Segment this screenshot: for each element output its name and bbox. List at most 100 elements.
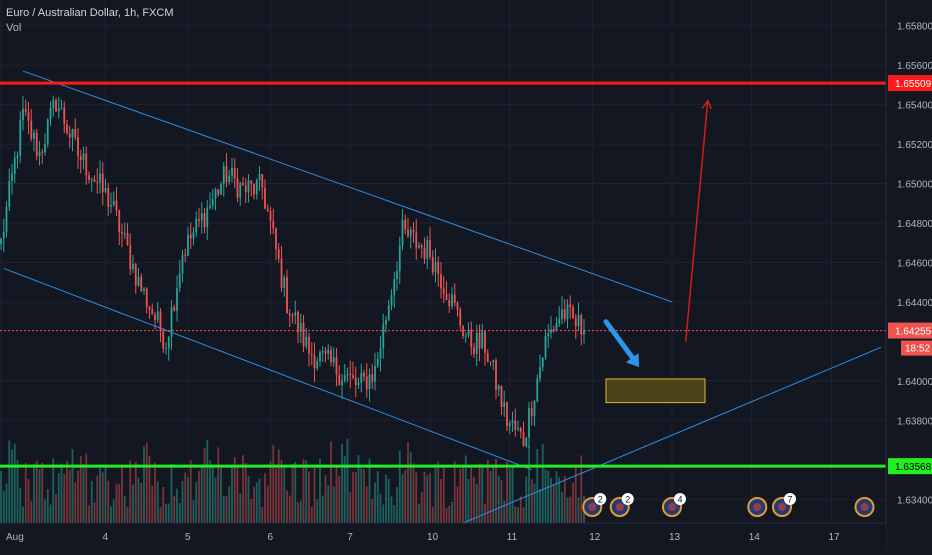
volume-bar — [412, 463, 415, 523]
volume-bar — [536, 449, 539, 523]
volume-bar — [327, 485, 330, 523]
volume-bar — [11, 449, 13, 523]
candle-body — [222, 166, 225, 185]
candle-body — [387, 305, 390, 320]
volume-bar — [5, 483, 8, 523]
candle-body — [541, 357, 544, 368]
candle-body — [151, 309, 154, 315]
candle-body — [258, 174, 261, 180]
volume-bar — [2, 491, 5, 523]
volume-bar — [385, 474, 387, 523]
volume-bar — [228, 486, 231, 523]
candle-body — [107, 188, 110, 207]
candle-body — [33, 132, 35, 139]
candle-body — [184, 254, 187, 256]
candle-body — [148, 306, 151, 310]
candle-body — [539, 367, 541, 379]
candle-body — [228, 175, 231, 182]
economic-event-marker — [747, 497, 768, 517]
volume-bar — [459, 468, 462, 523]
volume-bar — [442, 466, 445, 523]
volume-bar — [192, 500, 195, 523]
target-arrow-head — [702, 99, 713, 110]
candle-body — [242, 182, 244, 186]
volume-bar — [308, 471, 310, 523]
candle-body — [368, 374, 371, 390]
candle-body — [335, 357, 338, 375]
volume-bar — [511, 467, 514, 523]
volume-bar — [220, 466, 222, 523]
chart-legend[interactable]: Euro / Australian Dollar, 1h, FXCM Vol — [6, 6, 174, 36]
flag-emblem — [860, 503, 869, 511]
candle-body — [176, 288, 178, 311]
candle-body — [195, 218, 198, 233]
candle-body — [66, 124, 68, 134]
candle-body — [305, 336, 308, 347]
volume-bar — [420, 491, 423, 523]
volume-bar — [209, 460, 211, 523]
volume-bar — [486, 459, 489, 523]
volume-bar — [165, 503, 167, 523]
candle-body — [44, 144, 46, 153]
candle-body — [60, 107, 63, 109]
candle-body — [484, 331, 486, 353]
candle-body — [121, 232, 123, 234]
volume-indicator-label[interactable]: Vol — [6, 22, 22, 34]
volume-bar — [467, 479, 470, 523]
volume-bar — [68, 469, 71, 523]
volume-bar — [0, 471, 2, 523]
volume-bar — [33, 464, 35, 523]
candle-body — [332, 357, 335, 363]
candle-body — [456, 302, 459, 310]
candle-body — [398, 245, 401, 272]
candle-body — [55, 100, 57, 112]
candle-body — [473, 347, 475, 354]
price-axis[interactable]: 1.65800 1.65600 1.65400 1.65200 1.65000 1.648… — [885, 0, 932, 550]
volume-bar — [206, 440, 209, 523]
candle-body — [352, 375, 354, 378]
candle-body — [363, 372, 365, 377]
volume-bar — [151, 485, 154, 523]
price-tick-label: 1.65600 — [897, 61, 932, 72]
event-count-badge — [674, 493, 686, 505]
price-tick-label: 1.64600 — [897, 258, 932, 269]
candle-body — [170, 307, 173, 337]
price-tick-label: 1.65400 — [897, 101, 932, 112]
candle-body — [187, 234, 189, 256]
time-axis[interactable]: Aug 4 5 6 7 10 11 12 13 14 17 — [0, 522, 886, 550]
volume-bar — [338, 476, 341, 523]
volume-bar — [211, 467, 214, 523]
event-count-badge — [621, 493, 634, 505]
support-price-label-background — [888, 458, 932, 475]
volume-bar — [154, 462, 156, 523]
candle-body — [250, 180, 253, 184]
volume-bar — [429, 472, 431, 523]
flag-emblem — [615, 503, 624, 511]
volume-bar — [475, 483, 478, 523]
candle-body — [420, 245, 423, 248]
volume-bar — [250, 499, 253, 523]
candle-body — [379, 348, 382, 359]
candle-body — [236, 178, 239, 198]
volume-bar — [93, 502, 96, 523]
symbol-title[interactable]: Euro / Australian Dollar, 1h, FXCM — [6, 7, 174, 19]
candle-body — [393, 278, 396, 296]
volume-bar — [258, 478, 261, 523]
candle-body — [448, 300, 451, 307]
candle-body — [308, 336, 310, 354]
candle-body — [231, 167, 233, 176]
event-markers[interactable]: 2 2 4 7 — [582, 493, 875, 517]
candle-body — [583, 330, 585, 335]
drawings[interactable] — [0, 70, 886, 524]
event-count-badge — [784, 493, 796, 505]
volume-bar — [544, 469, 547, 523]
candle-body — [189, 234, 192, 239]
volume-bar — [310, 506, 313, 523]
support-price-label: 1.63568 — [888, 458, 932, 475]
volume-bar — [129, 460, 132, 523]
volume-bar — [176, 488, 178, 523]
candle-body — [27, 111, 30, 122]
candle-body — [57, 108, 60, 112]
